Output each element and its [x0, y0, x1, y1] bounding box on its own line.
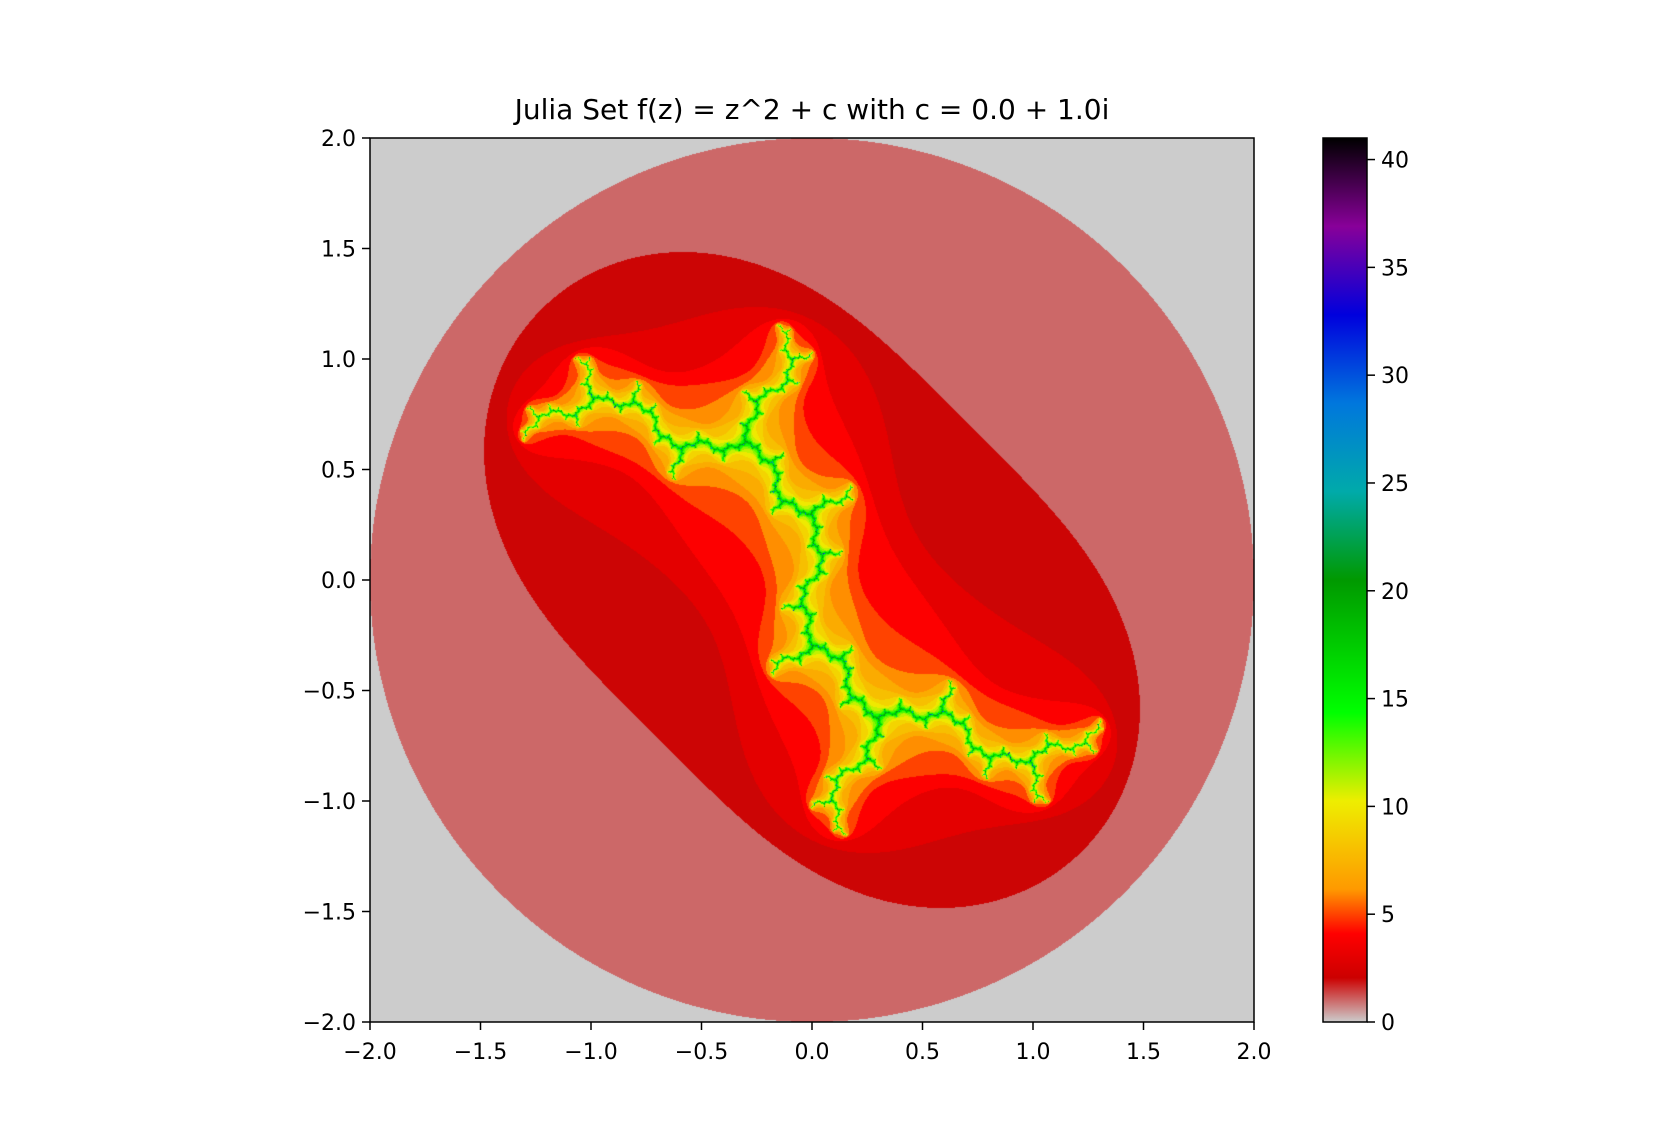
colorbar-tick-label: 40: [1381, 149, 1409, 174]
colorbar-tick-label: 25: [1381, 472, 1409, 497]
colorbar-ticks: 0 5 10 15 20 25 30 35 40: [1367, 149, 1409, 1036]
y-tick-label: −1.0: [303, 790, 356, 815]
x-tick-label: 1.5: [1126, 1040, 1161, 1065]
y-tick-label: 1.0: [321, 348, 356, 373]
x-tick-label: 2.0: [1237, 1040, 1272, 1065]
julia-heatmap: [370, 138, 1254, 1022]
y-tick-label: −1.5: [303, 901, 356, 926]
x-tick-label: 0.5: [905, 1040, 940, 1065]
colorbar-tick-label: 20: [1381, 580, 1409, 605]
x-tick-label: −1.5: [454, 1040, 507, 1065]
y-tick-label: 0.5: [321, 459, 356, 484]
julia-heatmap-container: [370, 138, 1254, 1022]
y-tick-label: −0.5: [303, 680, 356, 705]
colorbar-tick-label: 0: [1381, 1011, 1395, 1036]
colorbar-tick-label: 30: [1381, 364, 1409, 389]
colorbar-tick-label: 10: [1381, 795, 1409, 820]
colorbar-tick-label: 15: [1381, 688, 1409, 713]
plot-area: [369, 137, 1255, 1023]
colorbar-tick-label: 5: [1381, 903, 1395, 928]
y-tick-label: −2.0: [303, 1011, 356, 1036]
y-tick-label: 2.0: [321, 127, 356, 152]
y-axis: 2.0 1.5 1.0 0.5 0.0 −0.5 −1.0 −1.5 −2.0: [303, 127, 370, 1036]
x-tick-label: 1.0: [1016, 1040, 1051, 1065]
colorbar-frame: [1322, 137, 1368, 1023]
x-tick-label: −2.0: [343, 1040, 396, 1065]
chart-title: Julia Set f(z) = z^2 + c with c = 0.0 + …: [513, 93, 1110, 126]
colorbar-gradient: [1323, 138, 1367, 1022]
colorbar: 0 5 10 15 20 25 30 35 40: [1322, 137, 1409, 1036]
colorbar-tick-label: 35: [1381, 256, 1409, 281]
x-tick-label: −0.5: [675, 1040, 728, 1065]
x-tick-label: −1.0: [564, 1040, 617, 1065]
x-axis: −2.0 −1.5 −1.0 −0.5 0.0 0.5 1.0 1.5 2.0: [343, 1022, 1272, 1065]
y-tick-label: 1.5: [321, 238, 356, 263]
x-tick-label: 0.0: [795, 1040, 830, 1065]
y-tick-label: 0.0: [321, 569, 356, 594]
